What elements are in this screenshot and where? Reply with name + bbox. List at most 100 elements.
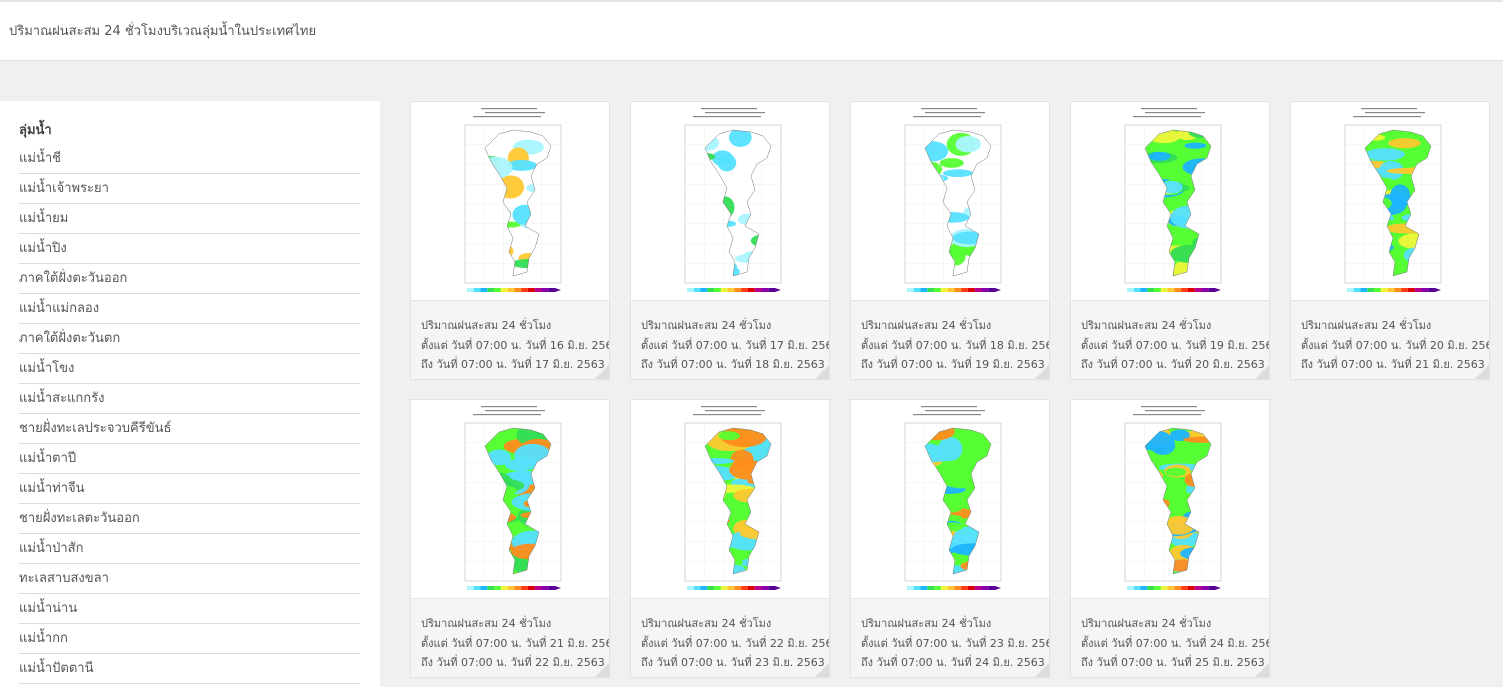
legend-swatch (1127, 586, 1134, 590)
legend-swatch (747, 288, 755, 292)
legend-swatch (954, 288, 962, 292)
legend-swatch (521, 586, 528, 590)
sidebar-item-mae-klong[interactable]: แม่น้ำแม่กลอง (19, 294, 360, 324)
rain-map-image[interactable] (1071, 102, 1269, 300)
legend-arrow (1215, 586, 1221, 590)
legend-swatch (687, 288, 694, 292)
corner-fold (1035, 663, 1049, 677)
rain-map-image[interactable] (411, 400, 609, 598)
legend-swatch (768, 586, 775, 590)
sidebar-item-chao-phraya[interactable]: แม่น้ำเจ้าพระยา (19, 174, 360, 204)
sidebar-item-chi[interactable]: แม่น้ำชี (19, 144, 360, 174)
legend-swatch (947, 586, 955, 590)
sidebar-item-prachuap-coast[interactable]: ชายฝั่งทะเลประจวบคีรีขันธ์ (19, 414, 360, 444)
rain-map-card[interactable]: ปริมาณฝนสะสม 24 ชั่วโมง ตั้งแต่ วันที่ 0… (630, 101, 830, 380)
sidebar-item-kok[interactable]: แม่น้ำกก (19, 624, 360, 654)
legend-swatch (934, 288, 941, 292)
legend-swatch (1201, 288, 1209, 292)
legend-swatch (473, 288, 481, 292)
rain-map-image[interactable] (411, 102, 609, 300)
legend-swatch (1147, 586, 1155, 590)
rain-map-card[interactable]: ปริมาณฝนสะสม 24 ชั่วโมง ตั้งแต่ วันที่ 0… (1070, 399, 1270, 678)
sidebar-item-sakae-krang[interactable]: แม่น้ำสะแกกรัง (19, 384, 360, 414)
rain-area (728, 130, 752, 148)
sidebar-item-pattani[interactable]: แม่น้ำปัตตานี (19, 654, 360, 684)
legend-swatch (967, 288, 975, 292)
rain-area (956, 433, 982, 451)
rain-map-card[interactable]: ปริมาณฝนสะสม 24 ชั่วโมง ตั้งแต่ วันที่ 0… (410, 399, 610, 678)
rain-map-card[interactable]: ปริมาณฝนสะสม 24 ชั่วโมง ตั้งแต่ วันที่ 0… (850, 101, 1050, 380)
rain-map-card[interactable]: ปริมาณฝนสะสม 24 ชั่วโมง ตั้งแต่ วันที่ 0… (850, 399, 1050, 678)
legend-swatch (981, 288, 989, 292)
caption-title: ปริมาณฝนสะสม 24 ชั่วโมง (641, 617, 772, 630)
map-title-line (701, 406, 757, 408)
rain-area (925, 455, 953, 463)
rain-map-svg (1124, 108, 1222, 292)
sidebar-item-nan[interactable]: แม่น้ำน่าน (19, 594, 360, 624)
legend-swatch (693, 288, 701, 292)
rain-map-image[interactable] (1291, 102, 1489, 300)
legend-swatch (548, 288, 555, 292)
sidebar-item-mekong[interactable]: แม่น้ำโขง (19, 354, 360, 384)
sidebar-item-south-east-coast[interactable]: ภาคใต้ฝั่งตะวันออก (19, 264, 360, 294)
rain-map-image[interactable] (631, 400, 829, 598)
legend-swatch (961, 586, 968, 590)
rain-map-image[interactable] (631, 102, 829, 300)
corner-fold (1255, 365, 1269, 379)
legend-arrow (1435, 288, 1441, 292)
caption-from: ตั้งแต่ วันที่ 07:00 น. วันที่ 21 มิ.ย. … (421, 636, 609, 650)
caption-to: ถึง วันที่ 07:00 น. วันที่ 22 มิ.ย. 2563 (421, 656, 605, 669)
legend-swatch (1181, 586, 1188, 590)
sidebar-item-east-coast[interactable]: ชายฝั่งทะเลตะวันออก (19, 504, 360, 534)
map-title-line (1141, 108, 1197, 110)
rain-map-card[interactable]: ปริมาณฝนสะสม 24 ชั่วโมง ตั้งแต่ วันที่ 0… (630, 399, 830, 678)
legend-swatch (1167, 586, 1175, 590)
legend-swatch (1194, 288, 1202, 292)
rain-map-card[interactable]: ปริมาณฝนสะสม 24 ชั่วโมง ตั้งแต่ วันที่ 0… (1290, 101, 1490, 380)
legend-swatch (548, 586, 555, 590)
sidebar-item-yom[interactable]: แม่น้ำยม (19, 204, 360, 234)
legend-swatch (1147, 288, 1155, 292)
legend-swatch (1353, 288, 1361, 292)
sidebar-item-tapi[interactable]: แม่น้ำตาปี (19, 444, 360, 474)
map-title-line (925, 112, 985, 114)
caption-to: ถึง วันที่ 07:00 น. วันที่ 25 มิ.ย. 2563 (1081, 656, 1265, 669)
legend-swatch (1374, 288, 1381, 292)
caption-title: ปริมาณฝนสะสม 24 ชั่วโมง (421, 319, 552, 332)
sidebar-item-ping[interactable]: แม่น้ำปิง (19, 234, 360, 264)
legend-swatch (947, 288, 955, 292)
rain-map-card[interactable]: ปริมาณฝนสะสม 24 ชั่วโมง ตั้งแต่ วันที่ 0… (410, 101, 610, 380)
legend-swatch (741, 586, 748, 590)
sidebar-heading: ลุ่มน้ำ (19, 123, 52, 138)
card-caption: ปริมาณฝนสะสม 24 ชั่วโมง ตั้งแต่ วันที่ 0… (631, 300, 829, 379)
legend-swatch (541, 586, 549, 590)
map-title-line (1145, 112, 1205, 114)
corner-fold (1475, 365, 1489, 379)
page-title: ปริมาณฝนสะสม 24 ชั่วโมงบริเวณลุ่มน้ำในปร… (9, 24, 317, 39)
legend-swatch (494, 586, 501, 590)
sidebar-item-south-west-coast[interactable]: ภาคใต้ฝั่งตะวันตก (19, 324, 360, 354)
rain-map-svg (464, 406, 562, 590)
legend-swatch (1187, 586, 1195, 590)
legend-swatch (514, 288, 522, 292)
corner-fold (595, 365, 609, 379)
legend-swatch (1421, 288, 1429, 292)
rain-map-svg (904, 108, 1002, 292)
legend-swatch (1367, 288, 1375, 292)
rain-map-image[interactable] (851, 400, 1049, 598)
sidebar-item-songkhla-lake[interactable]: ทะเลสาบสงขลา (19, 564, 360, 594)
sidebar-item-tha-chin[interactable]: แม่น้ำท่าจีน (19, 474, 360, 504)
legend-swatch (480, 586, 488, 590)
caption-from: ตั้งแต่ วันที่ 07:00 น. วันที่ 23 มิ.ย. … (861, 636, 1049, 650)
legend-swatch (1347, 288, 1354, 292)
legend-swatch (707, 288, 715, 292)
legend-swatch (1428, 288, 1435, 292)
rain-map-card[interactable]: ปริมาณฝนสะสม 24 ชั่วโมง ตั้งแต่ วันที่ 0… (1070, 101, 1270, 380)
sidebar-item-pa-sak[interactable]: แม่น้ำป่าสัก (19, 534, 360, 564)
map-title-line (473, 414, 541, 416)
rain-map-image[interactable] (1071, 400, 1269, 598)
legend-arrow (995, 586, 1001, 590)
rain-map-image[interactable] (851, 102, 1049, 300)
rain-area (1169, 429, 1190, 442)
caption-title: ปริมาณฝนสะสม 24 ชั่วโมง (641, 319, 772, 332)
